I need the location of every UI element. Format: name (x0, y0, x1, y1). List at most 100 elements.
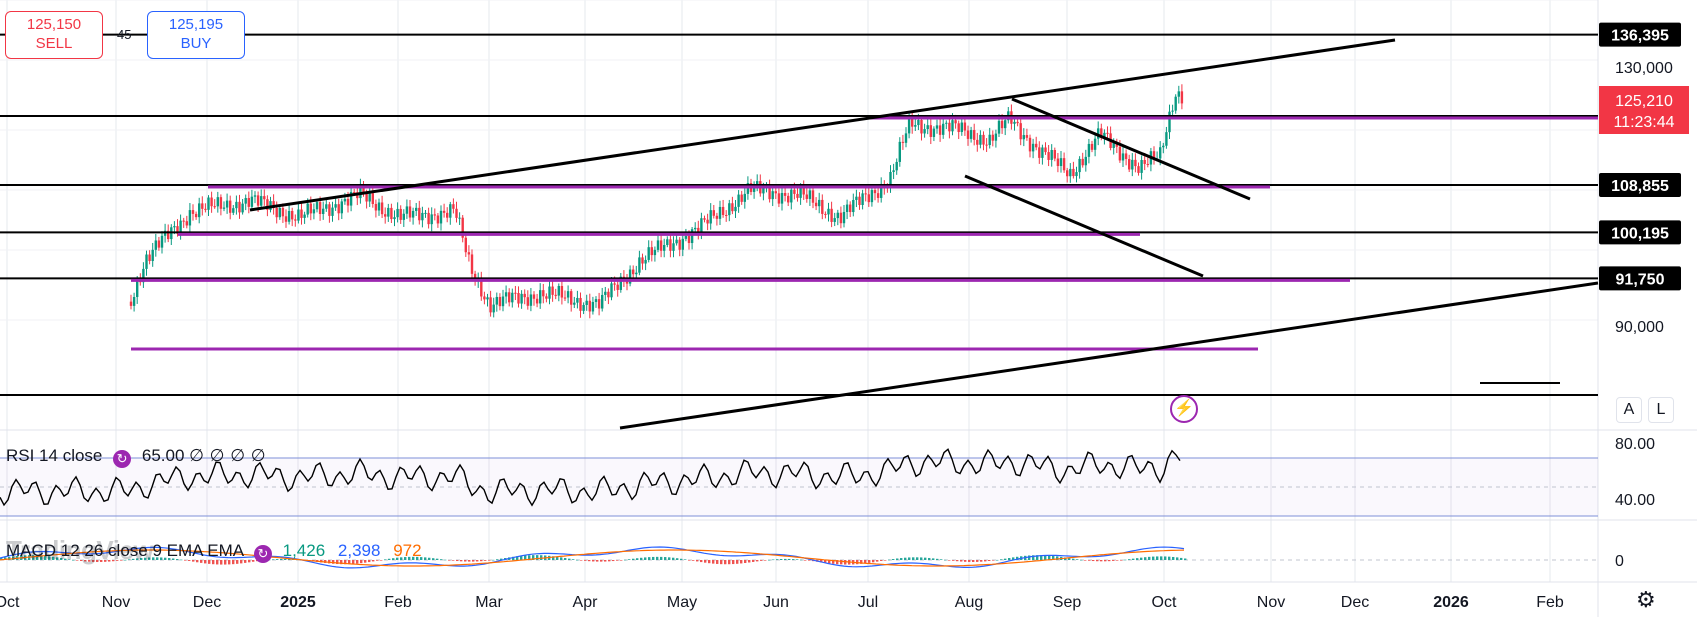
macd-histogram-bar (52, 556, 55, 560)
macd-histogram-bar (180, 559, 183, 561)
macd-histogram-bar (828, 560, 831, 564)
macd-histogram-bar (272, 559, 275, 560)
candle-body (300, 209, 303, 218)
candle-body (498, 296, 502, 307)
candle-body (182, 220, 185, 222)
candle-body (659, 240, 663, 251)
macd-histogram-bar (924, 557, 927, 560)
candle-body (1134, 159, 1137, 167)
macd-histogram-bar (776, 559, 779, 560)
candle-body (669, 239, 672, 251)
candle-body (675, 239, 678, 244)
candle-body (743, 193, 746, 202)
macd-histogram-bar (1124, 559, 1127, 561)
macd-histogram-bar (136, 558, 139, 560)
macd-histogram-bar (492, 559, 495, 561)
candle-body (945, 122, 948, 124)
time-axis-label: Aug (955, 594, 983, 611)
macd-histogram-bar (868, 560, 871, 563)
sell-button[interactable]: 125,150 SELL (5, 11, 103, 59)
candle-body (954, 120, 957, 124)
time-axis-label: 2025 (280, 594, 316, 611)
macd-histogram-bar (1052, 555, 1055, 560)
candle-body (842, 211, 846, 224)
candle-body (976, 139, 979, 145)
candle-body (539, 290, 542, 304)
buy-button[interactable]: 125,195 BUY (147, 11, 245, 59)
candle-body (858, 196, 861, 205)
candle-body (167, 230, 170, 240)
candle-body (864, 193, 867, 195)
macd-histogram-bar (912, 557, 915, 560)
candle-body (495, 296, 498, 305)
macd-histogram-bar (944, 559, 947, 561)
candle-body (1004, 120, 1007, 129)
auto-scale-button[interactable]: A (1616, 397, 1642, 423)
candle-body (650, 247, 653, 256)
macd-histogram-bar (200, 560, 203, 563)
macd-histogram-bar (404, 557, 407, 560)
macd-legend[interactable]: MACD 12 26 close 9 EMA EMA ↻ 1,426 2,398… (6, 541, 430, 563)
macd-histogram-bar (1048, 555, 1051, 560)
candle-body (821, 199, 824, 214)
candle-body (452, 204, 455, 209)
candle-body (467, 252, 471, 255)
macd-histogram-bar (744, 560, 747, 563)
log-scale-button[interactable]: L (1648, 397, 1674, 423)
channel-upper-line (1011, 97, 1251, 201)
candle-body (408, 206, 412, 218)
candle-body (157, 240, 161, 248)
time-axis-label: Feb (384, 594, 412, 611)
time-axis-label: Jul (858, 594, 878, 611)
macd-histogram-bar (572, 559, 575, 560)
macd-histogram-bar (1032, 555, 1035, 560)
macd-histogram-bar (212, 560, 215, 565)
candle-body (901, 141, 905, 143)
candle-body (756, 181, 759, 186)
macd-histogram-bar (696, 560, 699, 562)
rsi-settings-icon[interactable]: ↻ (113, 450, 132, 468)
candle-body (129, 301, 133, 306)
macd-histogram-bar (724, 560, 727, 565)
candle-body (663, 245, 666, 251)
macd-histogram-bar (728, 560, 731, 565)
candle-body (966, 130, 970, 139)
macd-histogram-bar (568, 558, 571, 560)
macd-histogram-bar (444, 559, 447, 561)
lightning-icon[interactable]: ⚡ (1170, 395, 1198, 423)
macd-histogram-bar (116, 560, 119, 561)
macd-title: MACD 12 26 close 9 EMA EMA (6, 541, 244, 560)
macd-histogram-bar (36, 555, 39, 560)
candle-body (393, 217, 396, 220)
macd-histogram-bar (956, 560, 959, 562)
macd-histogram-bar (88, 560, 91, 562)
macd-histogram-bar (352, 560, 355, 564)
rsi-legend[interactable]: RSI 14 close ↻ 65.00 ∅ ∅ ∅ ∅ (6, 446, 266, 468)
macd-histogram-bar (688, 560, 691, 561)
candle-body (1041, 147, 1044, 158)
macd-histogram-bar (836, 560, 839, 565)
macd-histogram-bar (204, 560, 207, 564)
candle-body (938, 125, 942, 135)
candle-body (449, 204, 452, 218)
macd-histogram-bar (988, 560, 991, 561)
candle-body (566, 291, 570, 298)
macd-histogram-bar (468, 560, 471, 562)
macd-axis-label: 0 (1615, 553, 1624, 570)
macd-settings-icon[interactable]: ↻ (253, 545, 272, 563)
macd-histogram-bar (560, 557, 563, 560)
macd-histogram-bar (104, 560, 107, 562)
candle-body (597, 299, 601, 309)
macd-histogram-bar (244, 560, 247, 563)
macd-histogram-bar (616, 560, 619, 561)
macd-histogram-bar (356, 560, 359, 564)
candle-body (678, 239, 681, 250)
settings-gear-icon[interactable]: ⚙ (1636, 587, 1656, 612)
candle-body (988, 134, 991, 146)
candle-body (548, 286, 551, 299)
candle-body (1050, 150, 1053, 160)
candle-body (176, 226, 179, 234)
macd-histogram-bar (760, 560, 763, 561)
macd-histogram-bar (520, 555, 523, 560)
